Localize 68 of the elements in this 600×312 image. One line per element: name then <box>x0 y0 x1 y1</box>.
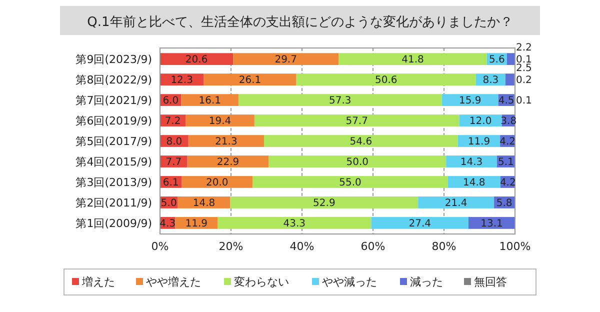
data-label: 5.8 <box>496 198 512 209</box>
x-tick-label: 60% <box>360 240 386 253</box>
data-label: 21.3 <box>215 136 238 148</box>
data-label: 57.7 <box>346 116 368 128</box>
y-tick-label: 第4回(2015/9) <box>76 155 152 168</box>
data-label: 57.3 <box>329 96 352 107</box>
data-label: 22.9 <box>216 156 240 168</box>
data-label: 16.1 <box>198 96 222 107</box>
y-tick-label: 第8回(2022/9) <box>76 73 152 86</box>
data-label: 2.5 <box>516 63 532 74</box>
y-tick-label: 第9回(2023/9) <box>76 52 152 66</box>
data-label: 12.0 <box>469 116 492 128</box>
data-label: 7.7 <box>166 156 182 168</box>
data-label: 15.9 <box>458 96 482 107</box>
data-label: 27.4 <box>408 218 431 230</box>
x-tick-label: 40% <box>290 240 314 253</box>
data-label: 50.0 <box>346 156 369 168</box>
chart-title: Q.1年前と比べて、生活全体の支出額にどのような変化がありましたか？ <box>87 14 513 30</box>
data-label: 14.8 <box>192 198 216 209</box>
data-label: 20.0 <box>206 177 228 188</box>
data-label: 7.2 <box>164 116 181 128</box>
data-label: 6.0 <box>162 96 179 107</box>
y-tick-label: 第6回(2019/9) <box>76 114 152 128</box>
data-label: 52.9 <box>313 198 336 209</box>
legend-label: 増えた <box>81 275 115 288</box>
legend-label: やや増えた <box>146 275 201 288</box>
data-label: 54.6 <box>350 136 372 148</box>
data-label: 8.3 <box>482 75 499 86</box>
data-label: 0.2 <box>516 75 532 86</box>
y-tick-label: 第3回(2013/9) <box>76 176 152 189</box>
data-label: 55.0 <box>339 177 362 188</box>
data-label: 26.1 <box>238 75 262 86</box>
data-label: 13.1 <box>480 218 503 230</box>
data-label: 19.4 <box>208 116 232 128</box>
data-label: 43.3 <box>283 218 306 230</box>
y-tick-label: 第7回(2021/9) <box>76 94 152 107</box>
data-label: 5.1 <box>498 156 514 168</box>
data-label: 4.3 <box>160 218 176 230</box>
y-tick-label: 第5回(2017/9) <box>76 134 152 148</box>
data-label: 4.2 <box>500 136 516 148</box>
data-label: 11.9 <box>185 218 208 230</box>
data-label: 12.3 <box>170 75 193 86</box>
x-tick-label: 20% <box>218 240 244 253</box>
legend-label: やや減った <box>322 275 377 288</box>
data-label: 21.4 <box>444 198 468 209</box>
data-label: 14.8 <box>463 177 486 188</box>
data-label: 8.0 <box>166 136 182 148</box>
data-label: 5.0 <box>160 198 177 209</box>
data-label: 2.2 <box>516 42 532 54</box>
legend-label: 減った <box>410 275 443 288</box>
y-tick-label: 第2回(2011/9) <box>76 196 152 210</box>
data-label: 50.6 <box>375 75 398 86</box>
data-label: 0.1 <box>516 96 532 107</box>
x-tick-label: 0% <box>151 240 169 253</box>
data-label: 6.1 <box>162 177 179 188</box>
data-label: 11.9 <box>468 136 490 148</box>
data-label: 20.6 <box>185 54 208 66</box>
x-tick-label: 100% <box>499 240 531 253</box>
data-label: 4.5 <box>498 96 514 107</box>
legend-label: 無回答 <box>474 275 507 288</box>
x-tick-label: 80% <box>432 240 456 253</box>
legend-label: 変わらない <box>234 275 289 288</box>
data-label: 29.7 <box>274 54 297 66</box>
data-label: 5.6 <box>488 54 505 66</box>
data-label: 4.2 <box>500 177 516 188</box>
y-tick-label: 第1回(2009/9) <box>76 216 152 230</box>
data-label: 14.3 <box>460 156 483 168</box>
data-label: 41.8 <box>402 54 424 66</box>
